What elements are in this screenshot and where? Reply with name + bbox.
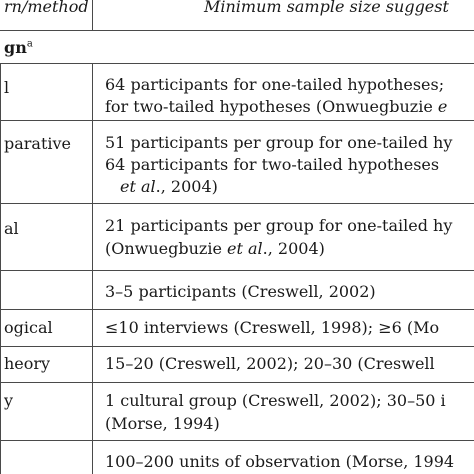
- row-1-text-line-1: 64 participants for one-tailed hypothese…: [105, 75, 445, 94]
- row-7-label: y: [4, 391, 14, 410]
- row-3-text-line-1: 21 participants per group for one-tailed…: [105, 216, 453, 235]
- rule-row-4: [0, 309, 474, 310]
- rule-left-edge: [0, 63, 1, 474]
- row-8-text: 100–200 units of observation (Morse, 199…: [105, 452, 455, 471]
- rule-col-body: [92, 63, 93, 474]
- rule-row-5: [0, 346, 474, 347]
- row-7-text-line-1: 1 cultural group (Creswell, 2002); 30–50…: [105, 391, 446, 410]
- row-3-label: al: [4, 219, 19, 238]
- row-7-text-line-2: (Morse, 1994): [105, 414, 220, 433]
- rule-row-6: [0, 382, 474, 383]
- row-1-label: l: [4, 78, 10, 97]
- row-2-text-line-3: et al., 2004): [120, 177, 218, 197]
- rule-row-2: [0, 203, 474, 204]
- row-3-text-etal: et al: [227, 239, 263, 258]
- header-col-2: Minimum sample size suggest: [204, 0, 449, 16]
- row-5-text: ≤10 interviews (Creswell, 1998); ≥6 (Mo: [105, 318, 440, 337]
- row-1-text-part: for two-tailed hypotheses (Onwuegbuzie: [105, 97, 438, 116]
- row-3-text-year: ., 2004): [262, 239, 325, 258]
- row-6-label: heory: [4, 354, 51, 373]
- section-heading: gna: [4, 38, 33, 58]
- section-label: gn: [4, 38, 27, 57]
- rule-row-1: [0, 120, 474, 121]
- row-5-label: ogical: [4, 318, 53, 337]
- rule-header-bottom: [0, 30, 474, 31]
- row-1-text-line-2: for two-tailed hypotheses (Onwuegbuzie e: [105, 97, 447, 117]
- row-2-text-line-1: 51 participants per group for one-tailed…: [105, 133, 453, 152]
- row-3-text-part: (Onwuegbuzie: [105, 239, 228, 258]
- header-col-1: rn/method: [4, 0, 89, 16]
- rule-row-7: [0, 440, 474, 441]
- row-2-text-etal: et al: [120, 177, 156, 196]
- row-1-text-ellipsis: e: [437, 97, 448, 116]
- rule-row-3: [0, 270, 474, 271]
- rule-section-bottom: [0, 63, 474, 64]
- row-2-label: parative: [4, 134, 72, 153]
- row-2-text-year: ., 2004): [155, 177, 218, 196]
- row-4-text: 3–5 participants (Creswell, 2002): [105, 282, 376, 301]
- row-6-text: 15–20 (Creswell, 2002); 20–30 (Creswell: [105, 354, 435, 373]
- rule-col-header: [92, 0, 93, 30]
- row-2-text-line-2: 64 participants for two-tailed hypothese…: [105, 155, 440, 174]
- section-footnote-mark: a: [26, 38, 33, 50]
- row-3-text-line-2: (Onwuegbuzie et al., 2004): [105, 239, 325, 259]
